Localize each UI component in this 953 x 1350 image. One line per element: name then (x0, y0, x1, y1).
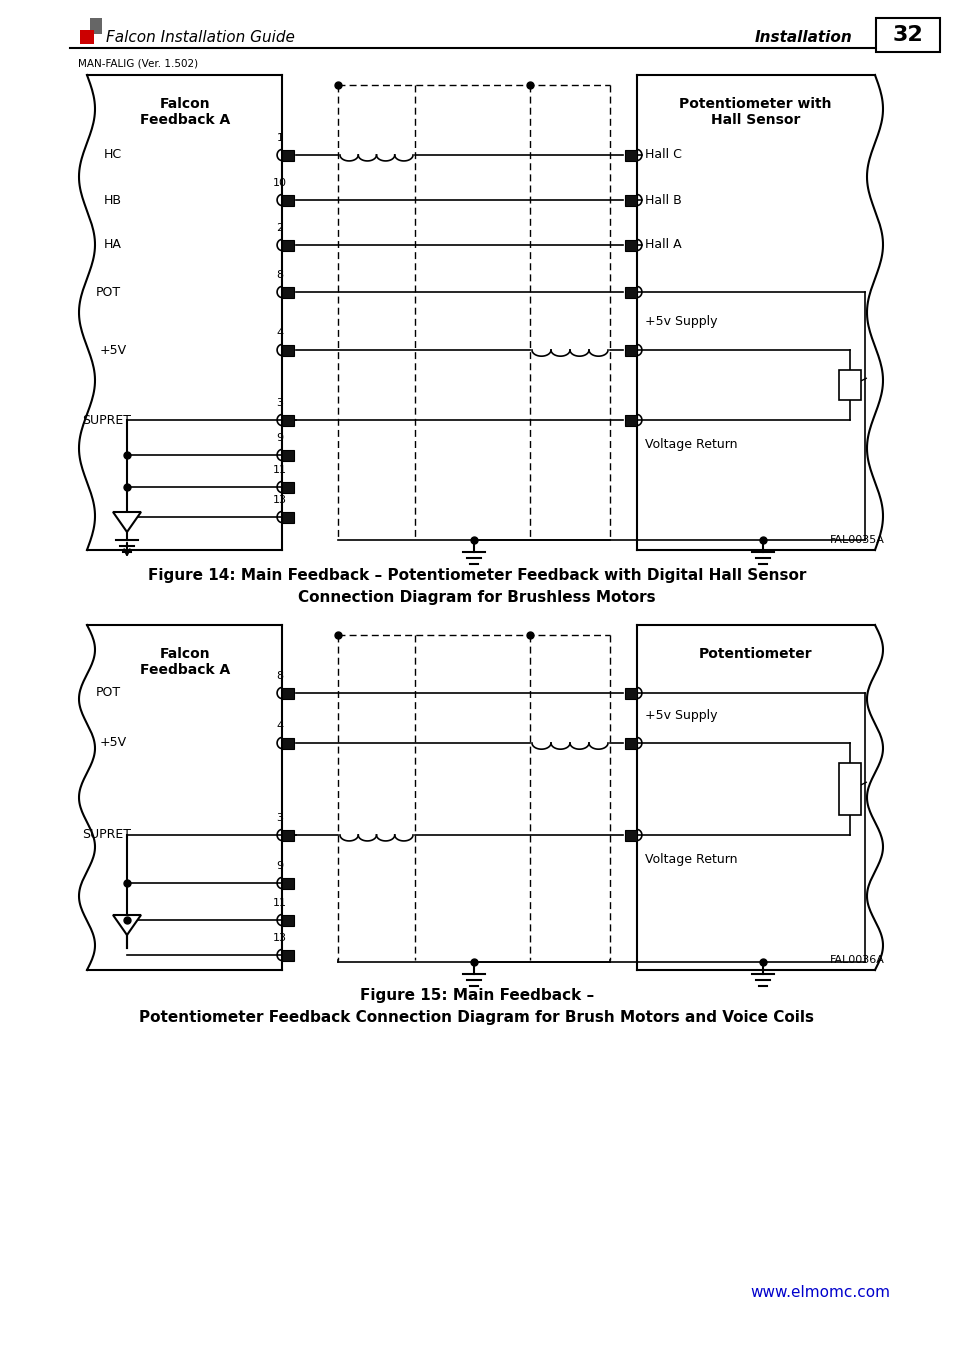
Text: MAN-FALIG (Ver. 1.502): MAN-FALIG (Ver. 1.502) (78, 58, 198, 68)
Text: POT: POT (96, 687, 121, 699)
Text: Falcon Installation Guide: Falcon Installation Guide (106, 31, 294, 46)
Polygon shape (90, 18, 102, 34)
Bar (282, 829, 294, 841)
Text: Potentiometer Feedback Connection Diagram for Brush Motors and Voice Coils: Potentiometer Feedback Connection Diagra… (139, 1010, 814, 1025)
Text: 9: 9 (276, 433, 283, 443)
Bar (282, 482, 294, 493)
Text: 4: 4 (276, 328, 283, 338)
Bar (282, 737, 294, 748)
Text: 3: 3 (276, 398, 283, 408)
Text: Connection Diagram for Brushless Motors: Connection Diagram for Brushless Motors (298, 590, 655, 605)
Text: 2: 2 (276, 223, 283, 234)
Polygon shape (112, 915, 141, 936)
Bar (624, 829, 637, 841)
Text: 32: 32 (892, 26, 923, 45)
Bar (282, 878, 294, 888)
Text: FAL0035A: FAL0035A (829, 535, 884, 545)
Text: +5V: +5V (100, 343, 127, 356)
Text: Hall B: Hall B (644, 193, 681, 207)
Text: 8: 8 (276, 671, 283, 680)
Text: Potentiometer with: Potentiometer with (679, 97, 831, 111)
Text: Installation: Installation (754, 31, 852, 46)
Bar (282, 414, 294, 425)
Text: Hall A: Hall A (644, 239, 680, 251)
Bar (875, 18, 939, 53)
Text: 13: 13 (273, 933, 287, 944)
Bar (282, 687, 294, 698)
Bar (838, 763, 861, 815)
Bar (624, 239, 637, 251)
Text: SUPRET: SUPRET (82, 413, 131, 427)
Text: HC: HC (104, 148, 122, 162)
Text: Feedback A: Feedback A (140, 113, 230, 127)
Text: Falcon: Falcon (159, 647, 210, 662)
Text: Voltage Return: Voltage Return (644, 437, 737, 451)
Text: HA: HA (104, 239, 122, 251)
Bar (624, 344, 637, 355)
Bar (282, 450, 294, 460)
Text: Voltage Return: Voltage Return (644, 853, 737, 865)
Text: Potentiometer: Potentiometer (698, 647, 811, 662)
Bar (624, 286, 637, 297)
Bar (282, 239, 294, 251)
Text: Figure 14: Main Feedback – Potentiometer Feedback with Digital Hall Sensor: Figure 14: Main Feedback – Potentiometer… (148, 568, 805, 583)
Text: +5V: +5V (100, 737, 127, 749)
Bar (282, 194, 294, 205)
Text: 3: 3 (276, 813, 283, 823)
Bar (282, 344, 294, 355)
Bar (624, 414, 637, 425)
Text: 13: 13 (273, 495, 287, 505)
Text: Feedback A: Feedback A (140, 663, 230, 676)
Text: Hall Sensor: Hall Sensor (710, 113, 800, 127)
Text: 4: 4 (276, 721, 283, 730)
Text: +5v Supply: +5v Supply (644, 709, 717, 721)
Bar (282, 286, 294, 297)
Bar (624, 687, 637, 698)
Text: www.elmomc.com: www.elmomc.com (749, 1285, 889, 1300)
Bar (282, 914, 294, 926)
Text: +5v Supply: +5v Supply (644, 316, 717, 328)
Bar (282, 949, 294, 960)
Text: 9: 9 (276, 861, 283, 871)
Bar (838, 370, 861, 400)
Polygon shape (112, 512, 141, 532)
Text: POT: POT (96, 285, 121, 298)
Bar (624, 737, 637, 748)
Text: SUPRET: SUPRET (82, 829, 131, 841)
Text: HB: HB (104, 193, 122, 207)
Bar (624, 194, 637, 205)
Bar (282, 150, 294, 161)
Text: 8: 8 (276, 270, 283, 279)
Text: 1: 1 (276, 134, 283, 143)
Polygon shape (80, 30, 94, 45)
Text: 10: 10 (273, 178, 287, 188)
Text: 11: 11 (273, 898, 287, 909)
Text: Falcon: Falcon (159, 97, 210, 111)
Text: Hall C: Hall C (644, 148, 681, 162)
Bar (624, 150, 637, 161)
Bar (282, 512, 294, 522)
Text: 11: 11 (273, 464, 287, 475)
Text: FAL0036A: FAL0036A (829, 954, 884, 965)
Text: Figure 15: Main Feedback –: Figure 15: Main Feedback – (359, 988, 594, 1003)
